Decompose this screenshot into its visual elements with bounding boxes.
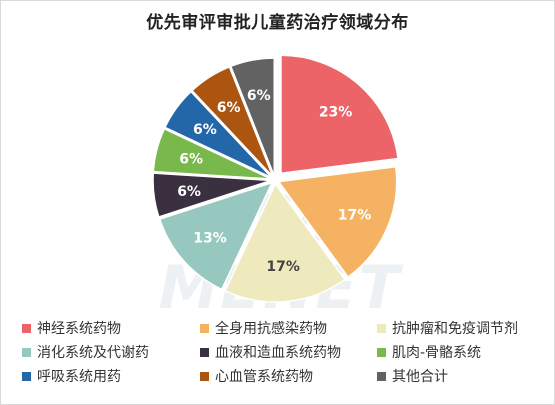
pie-slice [152,127,272,180]
legend-swatch [200,371,209,381]
legend-item: 血液和造血系统药物 [200,342,341,362]
legend-label: 其他合计 [392,369,448,385]
legend-item: 呼吸系统用药 [22,366,121,386]
legend-item: 其他合计 [377,366,448,386]
legend-label: 呼吸系统用药 [37,369,121,385]
legend-swatch [200,323,209,333]
chart-title: 优先审评审批儿童药治疗领域分布 [146,13,409,33]
slice-percent-label: 23% [319,104,353,120]
legend-swatch [377,323,386,333]
legend-swatch [377,371,386,381]
pie-slice [191,65,274,178]
legend-item: 抗肿瘤和免疫调节剂 [377,318,518,338]
legend-label: 血液和造血系统药物 [215,345,341,361]
pie-slice [229,57,275,177]
legend-label: 肌肉-骨骼系统 [392,345,482,361]
slice-percent-label: 6% [177,184,201,200]
legend-item: 全身用抗感染药物 [200,318,327,338]
pie-slice [280,54,399,175]
legend-swatch [200,347,209,357]
pie-chart: 23%17%17%13%6%6%6%6%6% [152,54,399,303]
slice-percent-label: 6% [247,88,271,104]
slice-percent-label: 17% [266,259,300,275]
legend-label: 消化系统及代谢药 [37,345,149,361]
legend-item: 肌肉-骨骼系统 [377,342,481,362]
pie-slice [163,90,273,179]
slice-percent-label: 6% [217,100,241,116]
legend-label: 抗肿瘤和免疫调节剂 [392,321,518,337]
legend-swatch [22,323,31,333]
legend-item: 神经系统药物 [22,318,121,338]
legend-item: 消化系统及代谢药 [22,342,149,362]
slice-percent-label: 17% [338,207,372,223]
slice-percent-label: 6% [193,122,217,138]
slice-percent-label: 6% [179,151,203,167]
pie-slice [152,172,272,218]
legend-item: 心血管系统药物 [200,366,313,386]
legend-swatch [22,347,31,357]
legend-swatch [377,347,386,357]
pie-slice [277,165,398,279]
legend-swatch [22,371,31,381]
pie-slice [224,182,346,303]
legend-label: 神经系统药物 [37,321,121,337]
legend-label: 全身用抗感染药物 [215,321,327,337]
legend-label: 心血管系统药物 [215,369,313,385]
pie-slice [158,181,274,291]
slice-percent-label: 13% [193,230,227,246]
